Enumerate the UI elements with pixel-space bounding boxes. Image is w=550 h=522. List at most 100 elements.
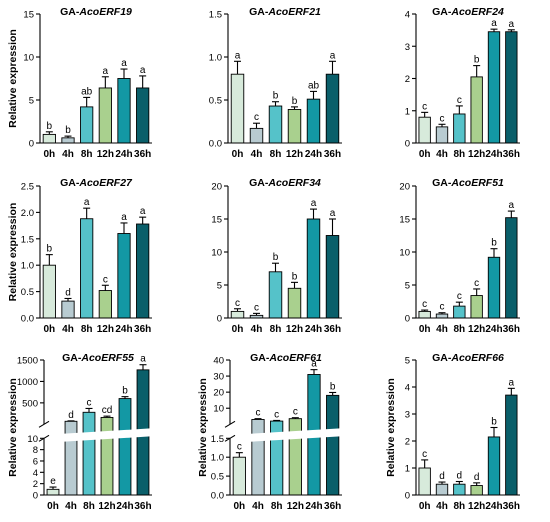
- title-gene: AcoERF21: [267, 6, 321, 18]
- title-prefix: GA-: [62, 352, 82, 364]
- y-tick-label: 4: [405, 10, 410, 21]
- significance-letter: a: [311, 359, 317, 370]
- bar-0h: [232, 456, 246, 496]
- bar-12h: [287, 109, 302, 144]
- bar-4h: [64, 420, 78, 496]
- y-tick-label: 1.5: [211, 434, 224, 445]
- y-tick-label: 1: [405, 106, 410, 117]
- y-tick-label: 4: [405, 383, 410, 394]
- x-tick-label: 36h: [503, 501, 520, 512]
- y-tick-label: 30: [213, 372, 224, 383]
- bar-4h: [435, 126, 449, 144]
- y-tick-label: 0: [405, 139, 410, 150]
- x-tick-label: 4h: [436, 324, 448, 335]
- x-tick-label: 8h: [270, 324, 282, 335]
- bar-24h: [117, 78, 131, 144]
- title-gene: AcoERF66: [450, 352, 504, 364]
- panel-title: GA-AcoERF61: [250, 352, 322, 364]
- y-tick-label: 5: [405, 356, 410, 367]
- y-tick-label: 15: [211, 215, 222, 226]
- bar-0h: [42, 264, 56, 319]
- panel-title: GA-AcoERF27: [60, 177, 133, 189]
- title-prefix: GA-: [60, 6, 80, 18]
- y-tick-label: 0.5: [211, 472, 224, 483]
- bar-36h: [505, 217, 518, 319]
- significance-letter: ab: [81, 86, 93, 97]
- bar-0h: [230, 310, 245, 319]
- y-tick-label: 1.0: [209, 53, 222, 64]
- significance-letter: c: [422, 449, 427, 460]
- bar-36h: [325, 235, 340, 319]
- y-tick-label: 10: [23, 53, 34, 64]
- panel-acoerf27: GA-AcoERF27 Relative expression b 0h d 4h a 8h c…: [7, 177, 152, 335]
- x-tick-label: 12h: [286, 149, 303, 160]
- bar-0h: [230, 73, 245, 144]
- x-tick-label: 8h: [270, 149, 282, 160]
- significance-letter: b: [292, 271, 298, 282]
- title-prefix: GA-: [432, 177, 452, 189]
- y-tick-label: 15: [23, 10, 34, 21]
- bar-0h: [418, 467, 431, 496]
- significance-letter: ab: [308, 80, 320, 91]
- significance-letter: c: [457, 95, 462, 106]
- panel-title: GA-AcoERF34: [249, 177, 321, 189]
- significance-letter: c: [87, 397, 92, 408]
- panel-title: GA-AcoERF21: [249, 6, 321, 18]
- y-tick-label: 20: [213, 388, 224, 399]
- y-tick-label: 10: [27, 434, 38, 445]
- title-gene: AcoERF55: [80, 352, 134, 364]
- x-tick-label: 8h: [81, 324, 93, 335]
- y-tick-label: 5: [29, 96, 34, 107]
- significance-letter: a: [235, 50, 241, 61]
- y-tick-label: 6: [33, 456, 38, 467]
- significance-letter: b: [65, 125, 71, 136]
- bar-36h: [136, 223, 150, 319]
- y-tick-label: 3: [405, 410, 410, 421]
- bar-24h: [487, 31, 501, 144]
- significance-letter: c: [237, 442, 242, 453]
- significance-letter: c: [256, 408, 261, 419]
- x-tick-label: 4h: [436, 149, 448, 160]
- bar-12h: [288, 418, 302, 496]
- bar-8h: [453, 113, 466, 144]
- y-tick-label: 1: [405, 464, 410, 475]
- x-tick-label: 8h: [271, 501, 283, 512]
- x-tick-label: 24h: [115, 149, 132, 160]
- x-tick-label: 36h: [324, 501, 341, 512]
- y-tick-label: 20: [211, 182, 222, 193]
- x-tick-label: 24h: [305, 501, 322, 512]
- x-tick-label: 24h: [485, 324, 502, 335]
- bar-24h: [117, 233, 131, 319]
- x-tick-label: 0h: [232, 149, 244, 160]
- y-tick-label: 4: [33, 468, 38, 479]
- significance-letter: c: [254, 302, 259, 313]
- significance-letter: c: [235, 298, 240, 309]
- y-tick-label: 1.0: [211, 453, 224, 464]
- x-tick-label: 0h: [419, 149, 431, 160]
- x-tick-label: 36h: [324, 324, 341, 335]
- significance-letter: c: [457, 291, 462, 302]
- bar-12h: [470, 295, 483, 319]
- significance-letter: c: [254, 112, 259, 123]
- panel-acoerf55: GA-AcoERF55 Relative expression e 0h d 4h c 8h c…: [7, 352, 152, 512]
- y-tick-label: 2: [405, 74, 410, 85]
- x-tick-label: 0h: [419, 324, 431, 335]
- title-prefix: GA-: [249, 6, 269, 18]
- significance-letter: a: [103, 66, 109, 77]
- y-tick-label: 2.5: [21, 182, 34, 193]
- y-tick-label: 5: [217, 281, 222, 292]
- bar-8h: [82, 411, 96, 496]
- x-tick-label: 24h: [116, 501, 133, 512]
- y-tick-label: 500: [22, 398, 38, 409]
- significance-letter: c: [422, 101, 427, 112]
- title-prefix: GA-: [250, 352, 270, 364]
- bar-36h: [136, 87, 150, 144]
- bar-24h: [118, 398, 132, 496]
- title-prefix: GA-: [432, 352, 452, 364]
- x-tick-label: 4h: [62, 324, 74, 335]
- significance-letter: b: [474, 55, 480, 66]
- x-tick-label: 24h: [305, 149, 322, 160]
- significance-letter: b: [273, 252, 279, 263]
- y-tick-label: 0: [29, 139, 34, 150]
